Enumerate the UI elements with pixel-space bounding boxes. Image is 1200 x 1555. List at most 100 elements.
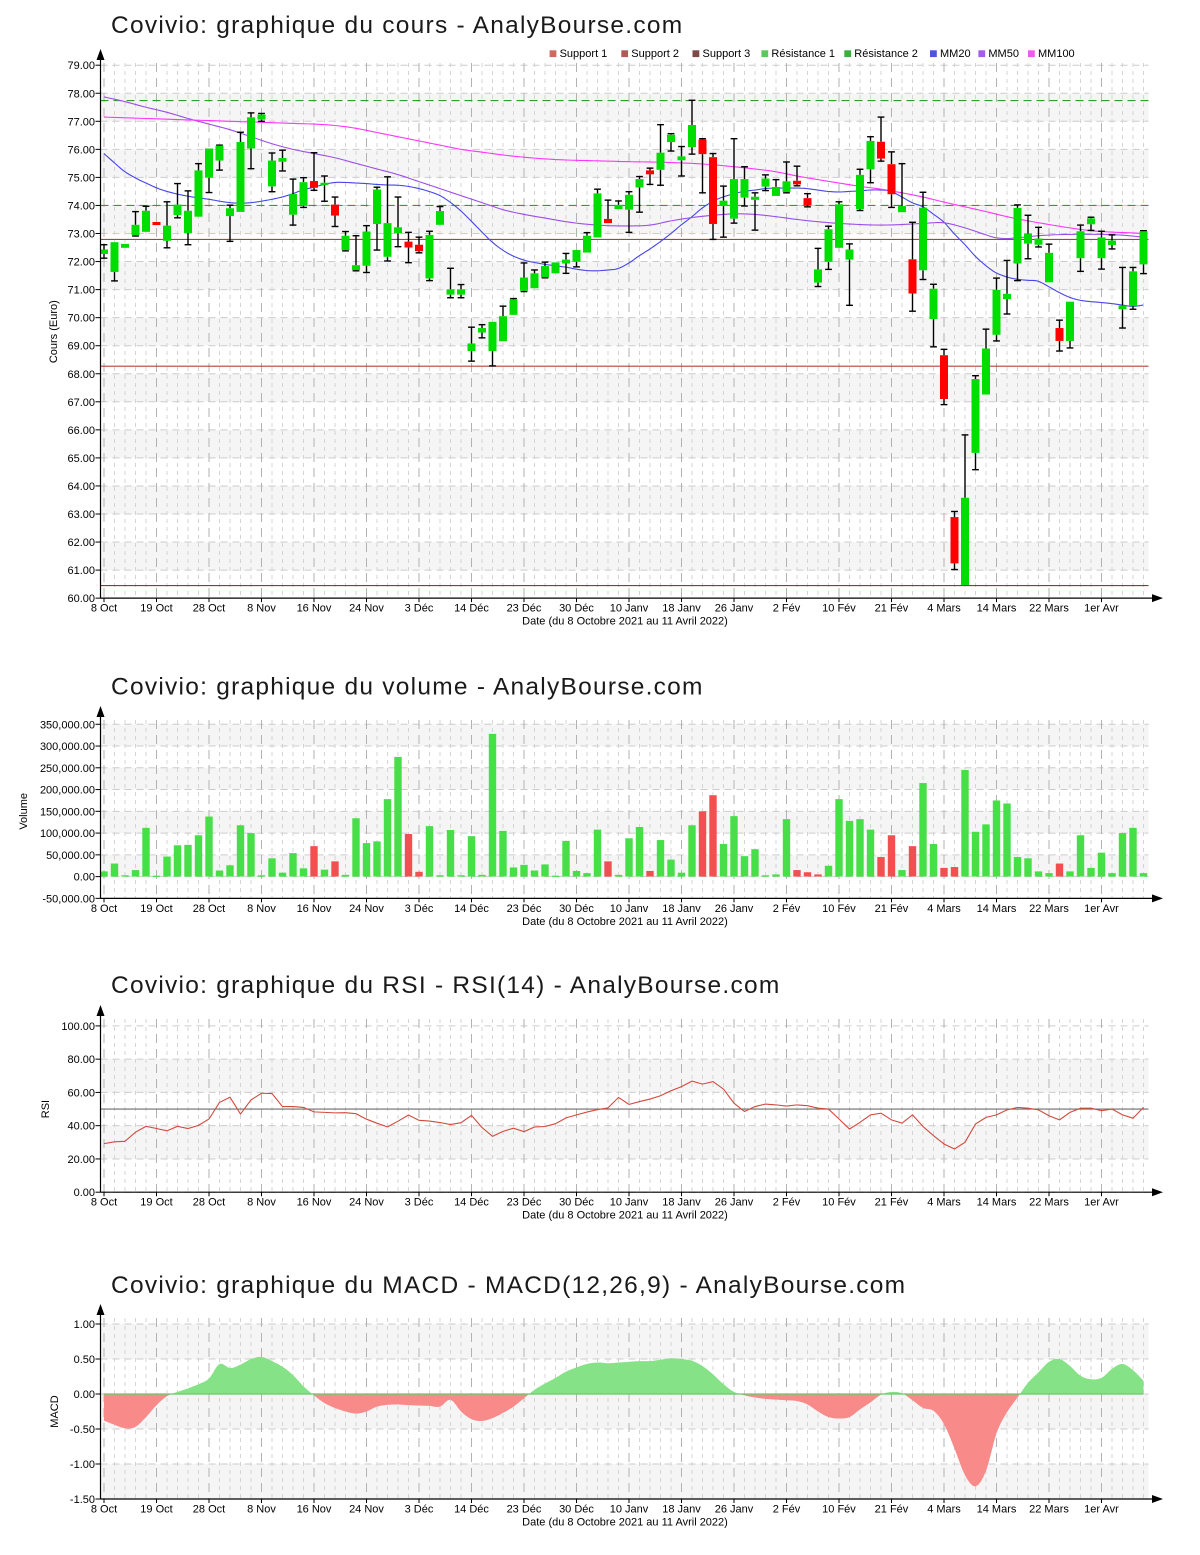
svg-text:10 Fév: 10 Fév [822, 1197, 856, 1209]
svg-text:1er Avr: 1er Avr [1084, 1504, 1119, 1516]
svg-text:0.00: 0.00 [74, 1187, 95, 1199]
svg-text:14 Mars: 14 Mars [977, 903, 1017, 915]
svg-text:MACD: MACD [49, 1395, 61, 1427]
svg-text:100.00: 100.00 [61, 1021, 95, 1033]
svg-text:16 Nov: 16 Nov [297, 603, 332, 615]
svg-text:8 Oct: 8 Oct [91, 603, 117, 615]
svg-text:4 Mars: 4 Mars [927, 1197, 961, 1209]
svg-text:300,000.00: 300,000.00 [40, 741, 95, 753]
svg-text:24 Nov: 24 Nov [349, 1504, 384, 1516]
svg-text:30 Déc: 30 Déc [559, 903, 594, 915]
svg-text:Cours (Euro): Cours (Euro) [48, 300, 60, 363]
svg-text:21 Fév: 21 Fév [875, 903, 909, 915]
svg-text:50,000.00: 50,000.00 [46, 850, 95, 862]
svg-text:73.00: 73.00 [67, 229, 95, 241]
svg-text:250,000.00: 250,000.00 [40, 763, 95, 775]
svg-text:18 Janv: 18 Janv [662, 1504, 701, 1516]
svg-text:21 Fév: 21 Fév [875, 603, 909, 615]
svg-text:1.00: 1.00 [74, 1319, 95, 1331]
svg-text:26 Janv: 26 Janv [715, 1504, 754, 1516]
svg-text:79.00: 79.00 [67, 60, 95, 72]
svg-text:19 Oct: 19 Oct [140, 903, 172, 915]
svg-text:63.00: 63.00 [67, 509, 95, 521]
svg-text:65.00: 65.00 [67, 453, 95, 465]
svg-text:200,000.00: 200,000.00 [40, 785, 95, 797]
svg-text:28 Oct: 28 Oct [193, 1197, 225, 1209]
svg-text:71.00: 71.00 [67, 285, 95, 297]
svg-text:Support 1: Support 1 [560, 48, 608, 60]
svg-text:28 Oct: 28 Oct [193, 1504, 225, 1516]
svg-text:Date (du 8 Octobre 2021 au 11: Date (du 8 Octobre 2021 au 11 Avril 2022… [522, 1517, 728, 1529]
svg-text:Covivio: graphique du cours -: Covivio: graphique du cours - AnalyBours… [111, 12, 683, 39]
svg-text:16 Nov: 16 Nov [297, 1197, 332, 1209]
svg-text:16 Nov: 16 Nov [297, 903, 332, 915]
svg-text:3 Déc: 3 Déc [405, 1504, 434, 1516]
svg-text:68.00: 68.00 [67, 369, 95, 381]
svg-text:26 Janv: 26 Janv [715, 603, 754, 615]
svg-text:18 Janv: 18 Janv [662, 903, 701, 915]
svg-text:30 Déc: 30 Déc [559, 1197, 594, 1209]
svg-text:19 Oct: 19 Oct [140, 1197, 172, 1209]
svg-text:Date (du 8 Octobre 2021 au 11: Date (du 8 Octobre 2021 au 11 Avril 2022… [522, 616, 728, 628]
svg-text:Résistance 2: Résistance 2 [854, 48, 918, 60]
svg-text:MM50: MM50 [988, 48, 1019, 60]
svg-text:60.00: 60.00 [67, 1087, 95, 1099]
svg-text:22 Mars: 22 Mars [1029, 1504, 1069, 1516]
svg-text:28 Oct: 28 Oct [193, 603, 225, 615]
svg-text:24 Nov: 24 Nov [349, 603, 384, 615]
svg-text:78.00: 78.00 [67, 88, 95, 100]
svg-text:MM100: MM100 [1038, 48, 1075, 60]
svg-text:75.00: 75.00 [67, 172, 95, 184]
svg-text:8 Oct: 8 Oct [91, 1504, 117, 1516]
svg-text:Résistance 1: Résistance 1 [771, 48, 835, 60]
svg-text:26 Janv: 26 Janv [715, 903, 754, 915]
svg-text:21 Fév: 21 Fév [875, 1504, 909, 1516]
svg-text:8 Nov: 8 Nov [247, 1504, 276, 1516]
svg-text:76.00: 76.00 [67, 144, 95, 156]
svg-text:Date (du 8 Octobre 2021 au 11: Date (du 8 Octobre 2021 au 11 Avril 2022… [522, 1210, 728, 1222]
svg-text:-50,000.00: -50,000.00 [42, 893, 95, 905]
svg-text:62.00: 62.00 [67, 537, 95, 549]
svg-text:Support 2: Support 2 [631, 48, 679, 60]
svg-text:8 Nov: 8 Nov [247, 1197, 276, 1209]
svg-text:18 Janv: 18 Janv [662, 603, 701, 615]
svg-text:70.00: 70.00 [67, 313, 95, 325]
svg-text:10 Fév: 10 Fév [822, 1504, 856, 1516]
svg-text:67.00: 67.00 [67, 397, 95, 409]
svg-text:3 Déc: 3 Déc [405, 1197, 434, 1209]
svg-text:Date (du 8 Octobre 2021 au 11: Date (du 8 Octobre 2021 au 11 Avril 2022… [522, 916, 728, 928]
svg-text:28 Oct: 28 Oct [193, 903, 225, 915]
svg-text:Covivio: graphique du volume -: Covivio: graphique du volume - AnalyBour… [111, 674, 704, 701]
svg-text:61.00: 61.00 [67, 565, 95, 577]
svg-text:60.00: 60.00 [67, 593, 95, 605]
svg-text:1er Avr: 1er Avr [1084, 903, 1119, 915]
svg-text:3 Déc: 3 Déc [405, 903, 434, 915]
svg-text:8 Oct: 8 Oct [91, 903, 117, 915]
svg-text:16 Nov: 16 Nov [297, 1504, 332, 1516]
svg-text:8 Oct: 8 Oct [91, 1197, 117, 1209]
svg-text:23 Déc: 23 Déc [507, 603, 542, 615]
svg-text:4 Mars: 4 Mars [927, 603, 961, 615]
svg-text:10 Fév: 10 Fév [822, 603, 856, 615]
svg-text:40.00: 40.00 [67, 1121, 95, 1133]
svg-text:14 Déc: 14 Déc [454, 1504, 489, 1516]
svg-text:14 Déc: 14 Déc [454, 1197, 489, 1209]
svg-text:Covivio: graphique du MACD - M: Covivio: graphique du MACD - MACD(12,26,… [111, 1272, 906, 1299]
svg-text:22 Mars: 22 Mars [1029, 603, 1069, 615]
svg-text:69.00: 69.00 [67, 341, 95, 353]
svg-text:80.00: 80.00 [67, 1054, 95, 1066]
svg-text:4 Mars: 4 Mars [927, 903, 961, 915]
svg-text:-1.50: -1.50 [70, 1494, 95, 1506]
svg-text:10 Janv: 10 Janv [610, 1197, 649, 1209]
svg-text:0.50: 0.50 [74, 1354, 95, 1366]
svg-text:8 Nov: 8 Nov [247, 603, 276, 615]
svg-text:-1.00: -1.00 [70, 1459, 95, 1471]
svg-text:2 Fév: 2 Fév [773, 903, 801, 915]
svg-text:24 Nov: 24 Nov [349, 1197, 384, 1209]
svg-text:22 Mars: 22 Mars [1029, 903, 1069, 915]
svg-text:14 Mars: 14 Mars [977, 603, 1017, 615]
svg-text:19 Oct: 19 Oct [140, 1504, 172, 1516]
svg-text:10 Janv: 10 Janv [610, 903, 649, 915]
svg-text:30 Déc: 30 Déc [559, 603, 594, 615]
svg-text:30 Déc: 30 Déc [559, 1504, 594, 1516]
